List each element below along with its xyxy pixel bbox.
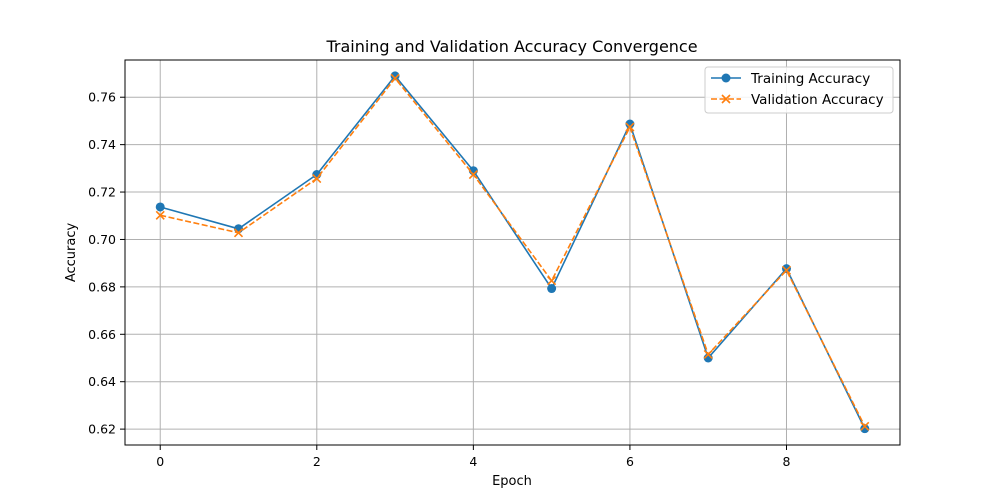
y-tick-label: 0.66 bbox=[88, 327, 116, 342]
x-tick-label: 0 bbox=[156, 454, 164, 469]
series-line bbox=[160, 77, 866, 427]
x-tick-label: 2 bbox=[313, 454, 321, 469]
y-tick-label: 0.76 bbox=[88, 90, 116, 105]
data-point bbox=[781, 264, 791, 274]
data-point bbox=[547, 276, 557, 286]
data-point bbox=[155, 202, 165, 212]
legend-label: Validation Accuracy bbox=[751, 92, 884, 108]
y-tick-label: 0.74 bbox=[88, 137, 116, 152]
data-point bbox=[312, 173, 322, 184]
x-tick-label: 6 bbox=[626, 454, 634, 469]
legend-label: Training Accuracy bbox=[750, 71, 870, 87]
y-tick-label: 0.68 bbox=[88, 279, 116, 294]
data-point bbox=[860, 424, 870, 434]
data-point bbox=[547, 284, 557, 294]
y-tick-label: 0.70 bbox=[88, 232, 116, 247]
axis-ticks: 0 2 4 6 8 0.62 0.64 0.66 0.68 0.70 0.72 0.74 0.76 bbox=[88, 90, 790, 469]
plot-frame bbox=[124, 59, 901, 446]
grid bbox=[125, 60, 900, 445]
x-tick-label: 4 bbox=[469, 454, 477, 469]
data-point bbox=[468, 169, 478, 180]
x-tick-label: 8 bbox=[783, 454, 791, 469]
legend-marker bbox=[721, 94, 731, 104]
plot-series bbox=[155, 71, 870, 434]
data-point bbox=[781, 265, 792, 275]
data-point bbox=[390, 71, 400, 81]
series-validation bbox=[155, 73, 870, 431]
y-tick-label: 0.64 bbox=[88, 374, 116, 389]
chart-title: Training and Validation Accuracy Converg… bbox=[325, 37, 697, 56]
series-training bbox=[155, 71, 870, 434]
data-point bbox=[625, 119, 635, 129]
legend-marker bbox=[721, 73, 731, 83]
data-point bbox=[390, 73, 400, 83]
y-tick-label: 0.62 bbox=[88, 422, 116, 437]
data-point bbox=[233, 228, 244, 238]
data-point bbox=[860, 421, 870, 431]
y-tick-label: 0.72 bbox=[88, 185, 116, 200]
legend: Training Accuracy Validation Accuracy bbox=[704, 66, 894, 114]
y-axis-label: Accuracy bbox=[64, 223, 79, 283]
data-point bbox=[155, 210, 165, 220]
x-axis-label: Epoch bbox=[492, 474, 532, 489]
data-point bbox=[625, 122, 635, 132]
series-line bbox=[160, 75, 866, 429]
legend-box bbox=[704, 66, 894, 114]
data-point bbox=[703, 349, 713, 360]
